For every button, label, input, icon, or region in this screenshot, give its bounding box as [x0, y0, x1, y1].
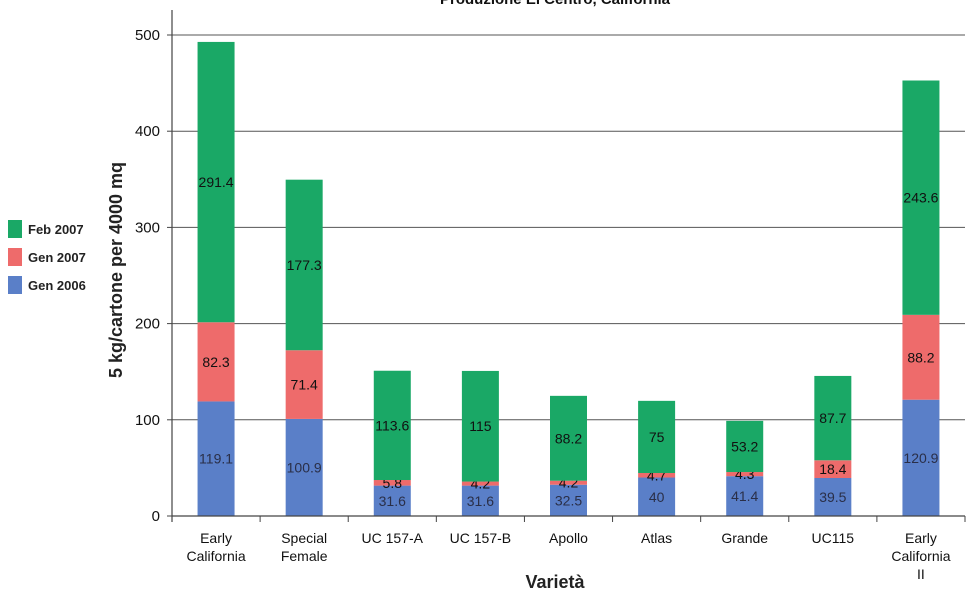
- bar-segment: [638, 400, 676, 473]
- x-axis-title: Varietà: [525, 572, 585, 592]
- bar-segment: [814, 460, 852, 479]
- bar-segment: [373, 370, 411, 481]
- legend-label: Gen 2007: [28, 250, 86, 265]
- bar-segment: [285, 350, 323, 419]
- y-tick-label: 100: [135, 412, 160, 429]
- data-label: 119.1: [199, 451, 233, 467]
- chart-title: Produzione El Centro, California: [440, 0, 671, 8]
- data-label: 82.3: [202, 354, 229, 370]
- x-category-label: II: [917, 566, 925, 582]
- bar-segment: [550, 480, 587, 485]
- bar-segment: [461, 370, 499, 482]
- bar-segment: [197, 322, 235, 402]
- x-category-label: UC115: [812, 530, 855, 546]
- data-label: 32.5: [555, 492, 582, 508]
- bar-segment: [638, 472, 676, 478]
- bar-segment: [197, 41, 235, 323]
- bar-segment: [726, 476, 764, 516]
- x-axis-categories: Early California Special Female UC 157-A UC 1…: [186, 516, 966, 582]
- bar-segment: [550, 395, 587, 481]
- bar-segment: [726, 420, 764, 473]
- bar-segment: [902, 80, 940, 315]
- bar-segment: [285, 418, 323, 516]
- y-axis-title: 5 kg/cartone per 4000 mq: [106, 162, 126, 378]
- data-label: 53.2: [731, 438, 758, 454]
- bar-segment: [726, 472, 764, 477]
- data-label: 18.4: [819, 461, 846, 477]
- legend-label: Gen 2006: [28, 278, 86, 293]
- y-tick-label: 300: [135, 219, 160, 236]
- x-category-label: Early: [905, 530, 937, 546]
- data-label: 31.6: [467, 493, 494, 509]
- data-label: 177.3: [287, 257, 322, 273]
- x-category-label: California: [186, 548, 245, 564]
- data-label: 41.4: [731, 488, 758, 504]
- legend-swatch: [8, 276, 22, 294]
- bar-segment: [814, 375, 852, 461]
- legend-swatch: [8, 220, 22, 238]
- bar-segment: [285, 179, 323, 351]
- data-label: 31.6: [379, 493, 406, 509]
- bar-segment: [461, 481, 499, 486]
- x-category-label: Early: [200, 530, 232, 546]
- data-label: 71.4: [291, 377, 318, 393]
- data-label: 100.9: [287, 459, 322, 475]
- x-category-label: UC 157-B: [450, 530, 511, 546]
- data-label: 39.5: [819, 489, 846, 505]
- data-label: 88.2: [907, 349, 934, 365]
- x-category-label: Apollo: [549, 530, 588, 546]
- y-tick-label: 200: [135, 316, 160, 333]
- data-label: 75: [649, 429, 665, 445]
- bar-segment: [373, 485, 411, 516]
- y-tick-label: 0: [152, 508, 160, 525]
- x-category-label: Grande: [721, 530, 768, 546]
- legend-swatch: [8, 248, 22, 266]
- x-category-label: Special: [281, 530, 327, 546]
- bar-segment: [902, 314, 940, 400]
- x-category-label: Female: [281, 548, 328, 564]
- legend-label: Feb 2007: [28, 222, 84, 237]
- y-tick-label: 400: [135, 123, 160, 140]
- x-category-label: UC 157-A: [362, 530, 424, 546]
- bar-segment: [638, 477, 676, 516]
- bar-segment: [814, 478, 852, 516]
- x-category-label: California: [891, 548, 950, 564]
- data-label: 243.6: [903, 190, 938, 206]
- data-label: 113.6: [375, 417, 409, 433]
- bar-segment: [373, 480, 411, 486]
- legend: Feb 2007 Gen 2007 Gen 2006: [8, 220, 86, 294]
- data-label: 87.7: [819, 410, 846, 426]
- bar-segment: [461, 485, 499, 516]
- bar-segment: [550, 484, 587, 516]
- bars: 119.182.3291.4100.971.4177.331.65.8113.6…: [197, 41, 940, 516]
- data-label: 291.4: [199, 174, 234, 190]
- data-label: 88.2: [555, 430, 582, 446]
- data-label: 115: [469, 418, 492, 434]
- bar-segment: [902, 399, 940, 516]
- y-axis-ticks: 0 100 200 300 400 500: [135, 27, 172, 525]
- data-label: 120.9: [903, 450, 938, 466]
- data-label: 40: [649, 489, 665, 505]
- x-category-label: Atlas: [641, 530, 672, 546]
- bar-segment: [197, 401, 235, 516]
- y-tick-label: 500: [135, 27, 160, 44]
